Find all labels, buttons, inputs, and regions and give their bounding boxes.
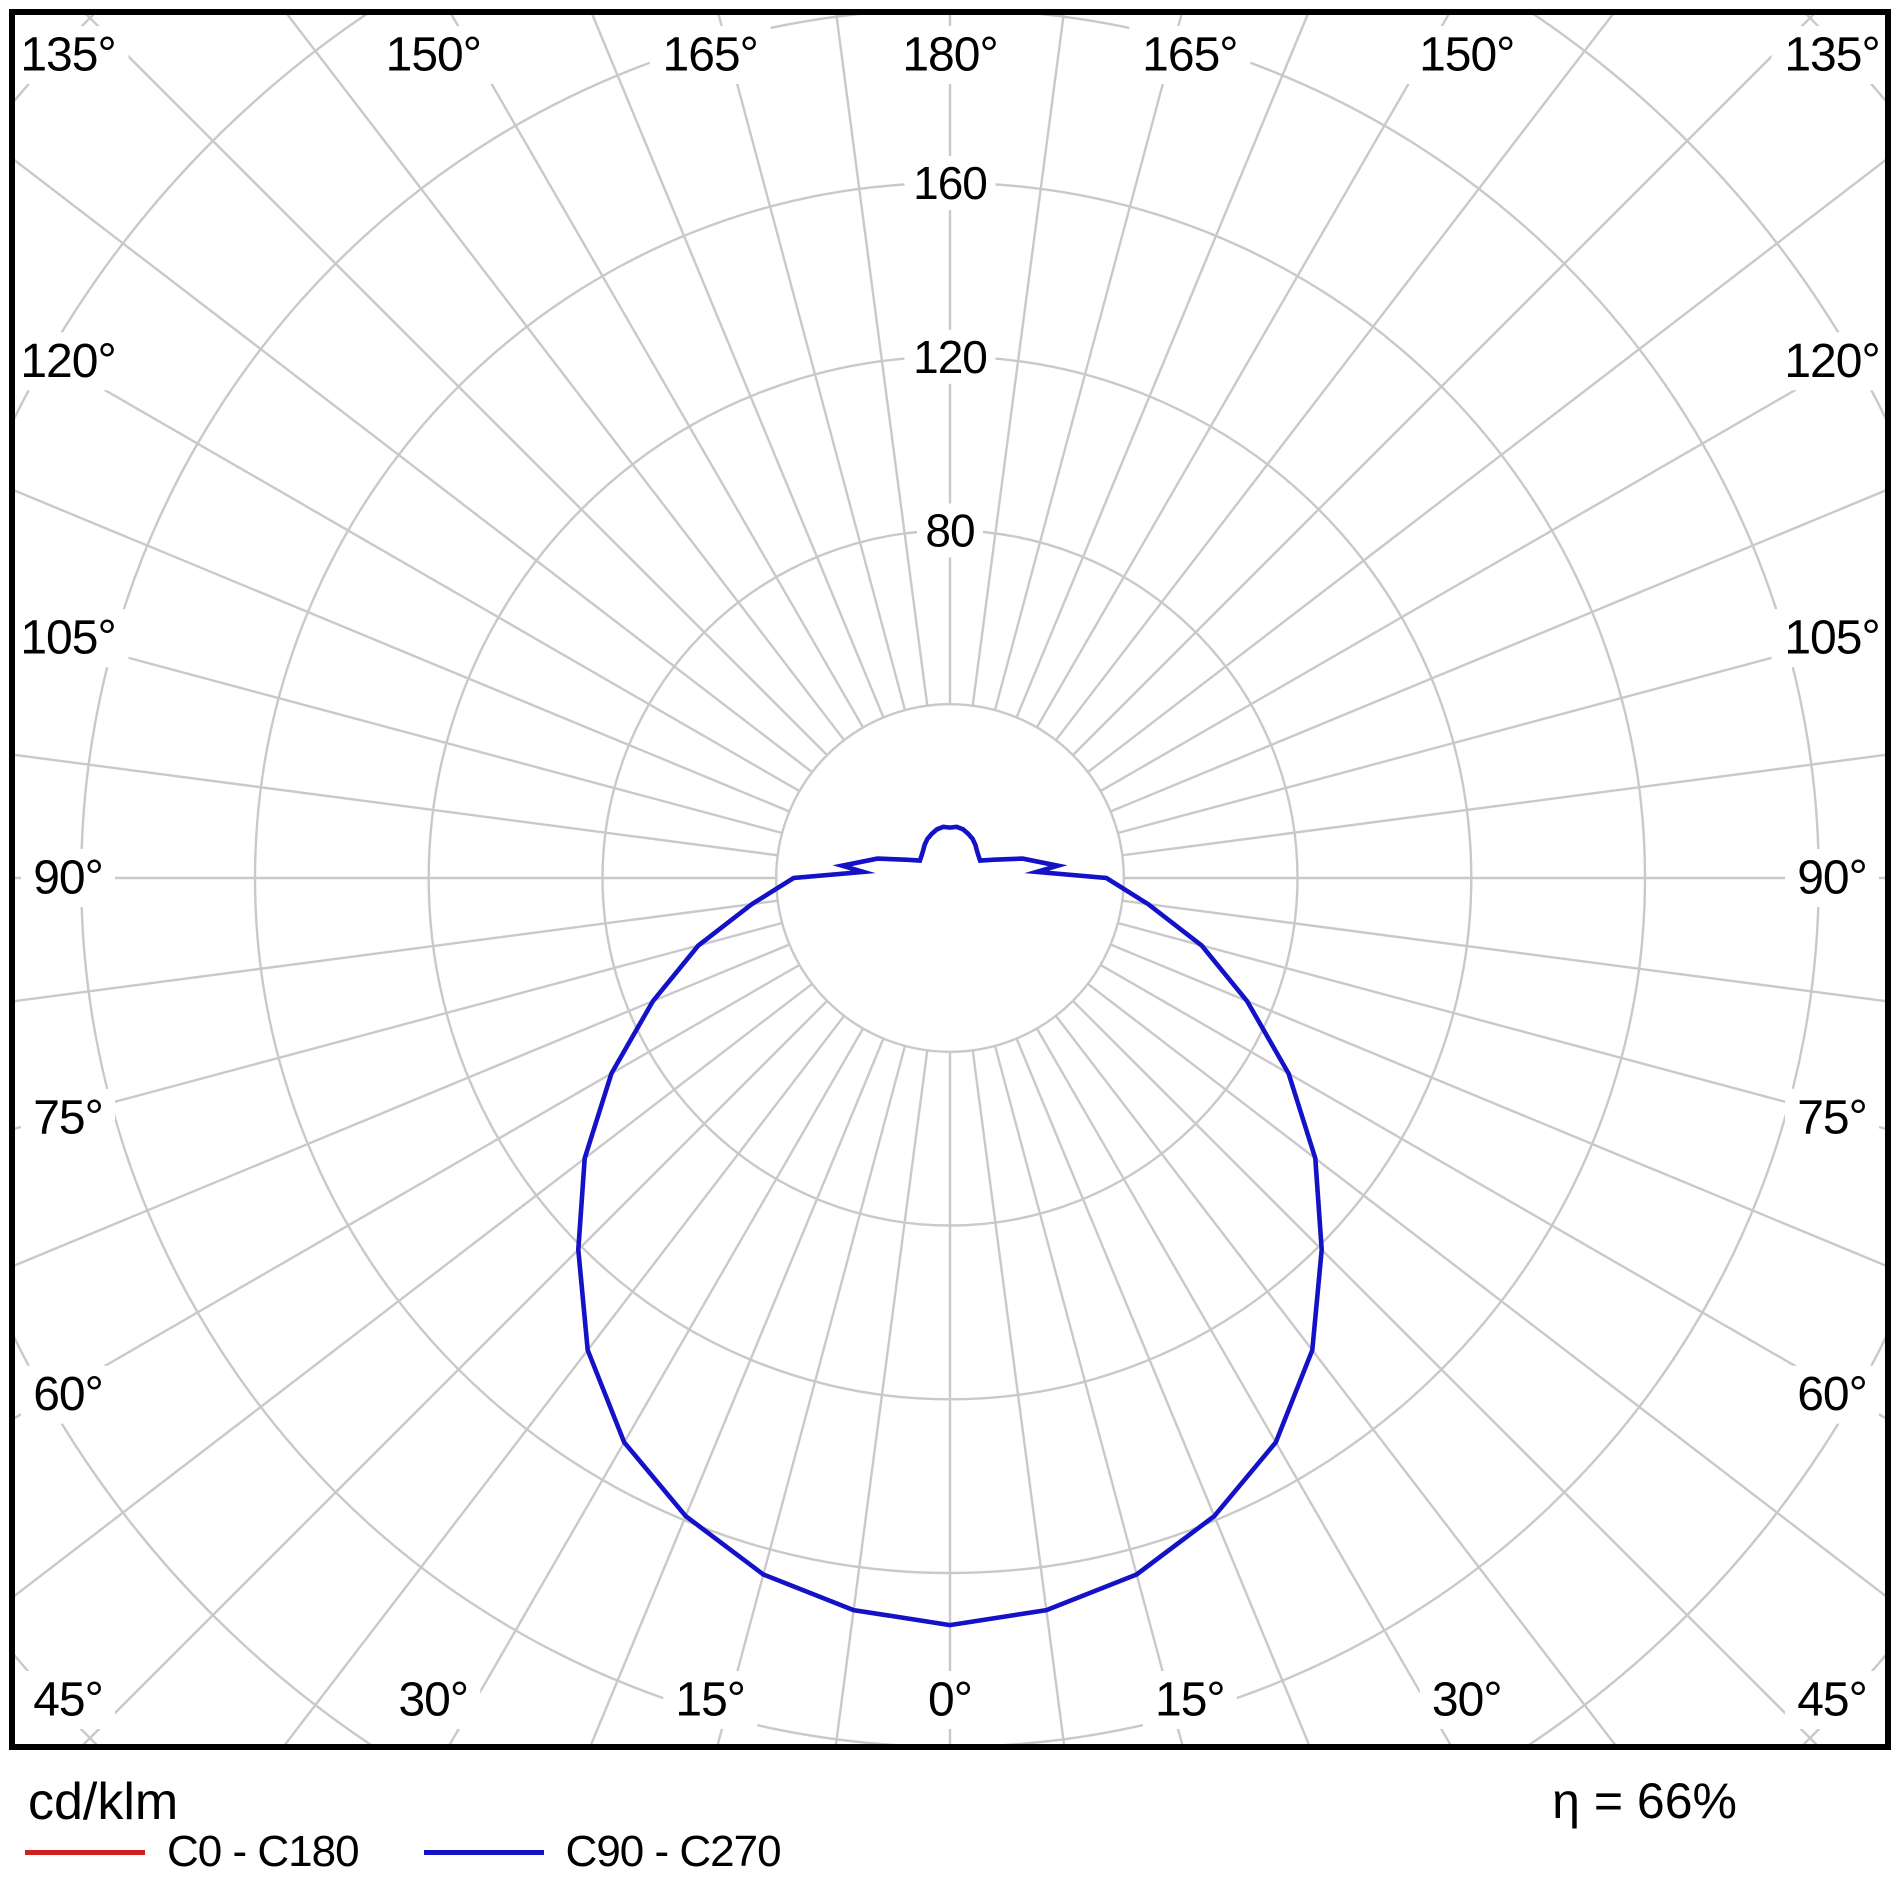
svg-text:165°: 165°: [663, 29, 758, 82]
svg-text:105°: 105°: [1784, 612, 1879, 665]
svg-text:90°: 90°: [33, 852, 103, 905]
svg-text:60°: 60°: [33, 1368, 103, 1421]
legend-label-c0-c180: C0 - C180: [167, 1827, 360, 1876]
legend-label-c90-c270: C90 - C270: [565, 1827, 782, 1876]
svg-text:165°: 165°: [1142, 29, 1237, 82]
polar-diagram: 80 120 160 0° 15° 15° 30° 30° 45° 45° 60° 60° 75° 75…: [7, 9, 1893, 1750]
svg-text:150°: 150°: [1419, 29, 1514, 82]
legend-item-c0-c180: C0 - C180: [25, 1827, 360, 1877]
svg-text:60°: 60°: [1797, 1368, 1867, 1421]
svg-text:120: 120: [913, 331, 987, 383]
plot-border: [9, 9, 1891, 1750]
legend-line-red-icon: [25, 1849, 145, 1855]
angle-labels: 0° 15° 15° 30° 30° 45° 45° 60° 60° 75° 75° 90° 90° 10…: [7, 26, 1893, 1729]
efficiency-label: η = 66%: [1552, 1773, 1737, 1829]
curve-c90-c270: [575, 824, 1325, 1628]
svg-text:160: 160: [913, 157, 987, 209]
svg-text:80: 80: [925, 505, 974, 557]
svg-text:105°: 105°: [20, 612, 115, 665]
svg-text:135°: 135°: [20, 29, 115, 82]
svg-text:45°: 45°: [1797, 1674, 1867, 1727]
svg-text:30°: 30°: [1432, 1674, 1502, 1727]
polar-grid: [15, 15, 1885, 1744]
units-label: cd/klm: [28, 1773, 179, 1831]
svg-text:180°: 180°: [902, 29, 997, 82]
svg-text:120°: 120°: [1784, 335, 1879, 388]
svg-text:120°: 120°: [20, 335, 115, 388]
svg-text:30°: 30°: [398, 1674, 468, 1727]
svg-text:15°: 15°: [1155, 1674, 1225, 1727]
svg-text:135°: 135°: [1784, 29, 1879, 82]
radial-tick-labels: 80 120 160: [904, 156, 996, 558]
legend-line-blue-icon: [423, 1849, 544, 1855]
svg-text:75°: 75°: [1797, 1091, 1867, 1144]
svg-text:150°: 150°: [386, 29, 481, 82]
svg-text:75°: 75°: [33, 1091, 103, 1144]
svg-text:90°: 90°: [1797, 852, 1867, 905]
svg-text:0°: 0°: [928, 1674, 972, 1727]
legend: C0 - C180 C90 - C270: [25, 1826, 782, 1878]
svg-text:45°: 45°: [33, 1674, 103, 1727]
legend-item-c90-c270: C90 - C270: [423, 1827, 782, 1877]
svg-text:15°: 15°: [675, 1674, 745, 1727]
